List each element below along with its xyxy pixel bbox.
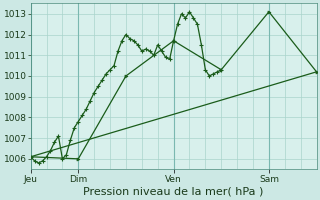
X-axis label: Pression niveau de la mer( hPa ): Pression niveau de la mer( hPa ) — [84, 187, 264, 197]
